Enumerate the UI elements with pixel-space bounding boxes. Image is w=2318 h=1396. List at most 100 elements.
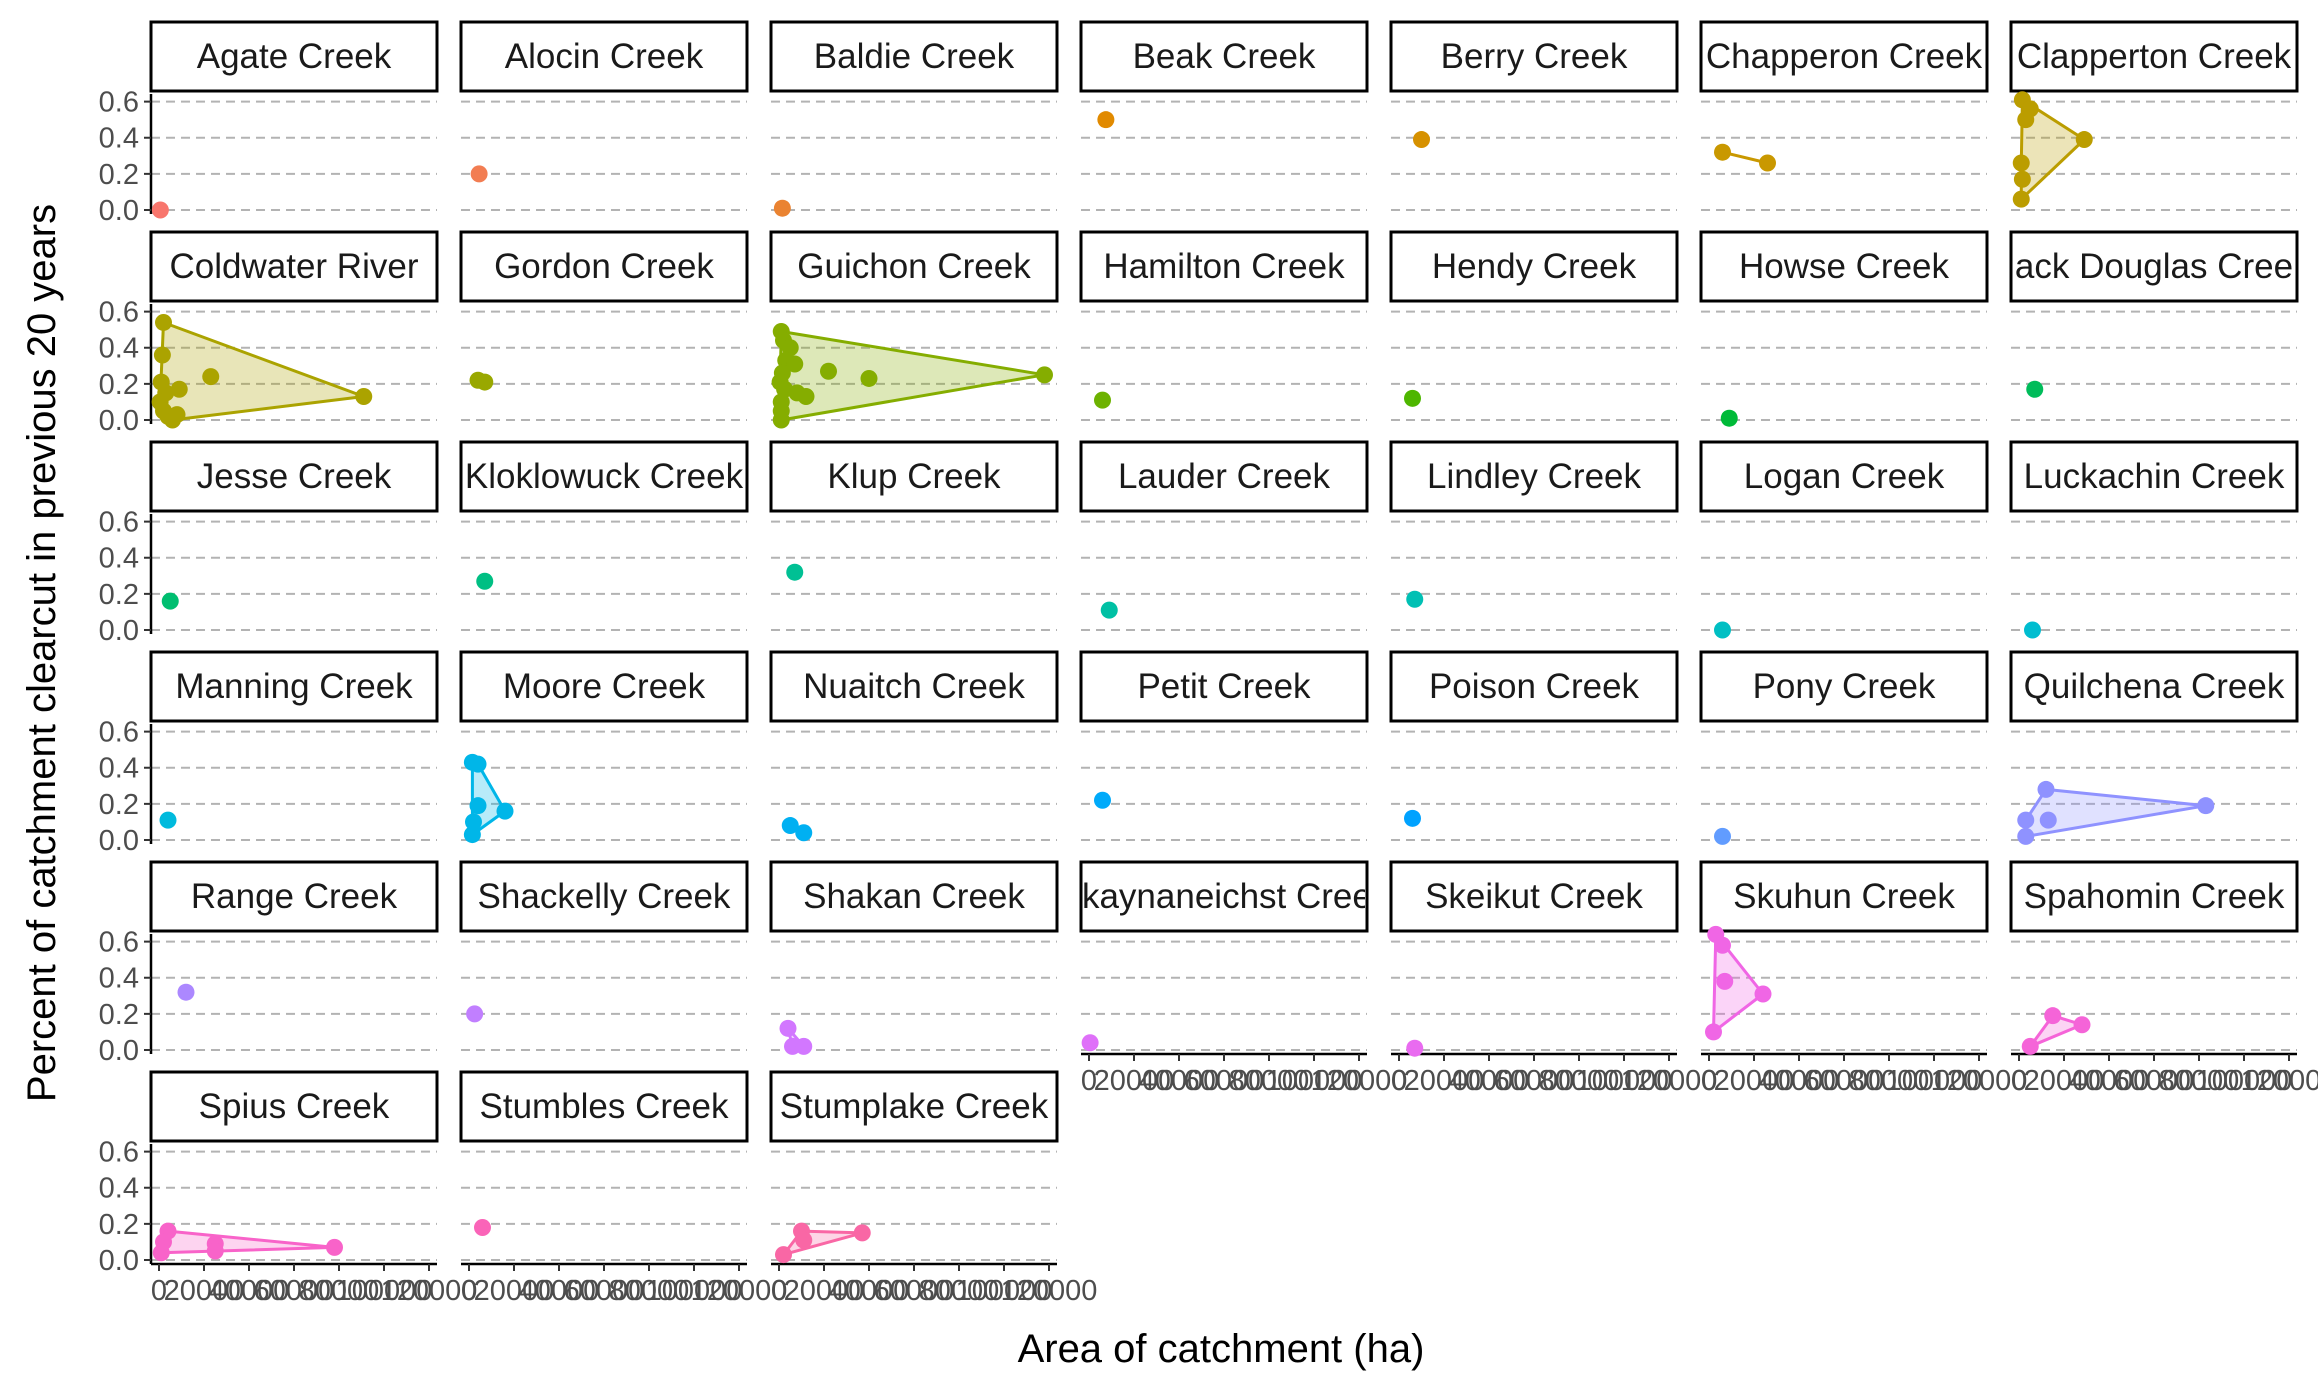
hull-polygon	[2028, 1014, 2084, 1048]
data-point	[470, 165, 488, 183]
facet-panel: Clapperton Creek	[2009, 20, 2299, 211]
facet-panel: Howse Creek	[1699, 230, 1989, 427]
data-point	[465, 813, 482, 831]
data-point	[786, 563, 804, 581]
facet-strip	[2009, 20, 2299, 93]
facet-strip-label: Spius Creek	[199, 1087, 390, 1126]
facet-strip-label: Alocin Creek	[505, 37, 704, 76]
facet-strip-label: Lauder Creek	[1118, 457, 1331, 496]
x-tick-label: 100000	[1886, 1065, 1983, 1097]
data-point	[2012, 154, 2030, 172]
facet-panel: Shakan Creek	[769, 860, 1059, 1055]
data-point	[1759, 154, 1776, 172]
facet-panel: Berry Creek	[1389, 20, 1679, 211]
facet-strip	[459, 650, 749, 723]
facet-strip	[149, 440, 439, 513]
data-point	[326, 1238, 343, 1256]
facet-strip-label: Berry Creek	[1441, 37, 1628, 76]
x-tick-label: 0	[1701, 1065, 1717, 1097]
data-point	[2017, 827, 2035, 845]
x-tick-label: 100000	[646, 1275, 743, 1307]
data-point	[476, 572, 494, 590]
data-point	[1404, 389, 1421, 407]
data-point	[152, 1244, 170, 1262]
data-point	[2037, 780, 2055, 798]
facet-panel: Jesse Creek 0.0 0.2 0.4 0.6	[99, 440, 439, 647]
facet-strip	[459, 230, 749, 303]
facet-panel: Skuhun Creek0200004000060000800001000001…	[1699, 860, 2027, 1097]
facet-strip-label: Jesse Creek	[197, 457, 392, 496]
data-point	[1404, 809, 1421, 827]
data-point	[1413, 131, 1430, 149]
facet-panel: Guichon Creek	[769, 230, 1059, 429]
facet-panel: Luckachin Creek	[2009, 440, 2299, 639]
x-tick-label: 40000	[209, 1275, 290, 1307]
data-point	[1081, 1034, 1099, 1052]
data-point	[795, 1231, 813, 1249]
data-point	[1714, 827, 1731, 845]
facet-panel: Lauder Creek	[1079, 440, 1369, 631]
facet-panel: Hamilton Creek	[1079, 230, 1369, 421]
facet-strip	[1389, 860, 1679, 933]
x-tick-label: 0	[1391, 1065, 1407, 1097]
x-tick-label: 60000	[1494, 1065, 1575, 1097]
facet-panel: Hendy Creek	[1389, 230, 1679, 421]
facet-strip	[1079, 860, 1369, 933]
facet-strip-label: Pony Creek	[1753, 667, 1936, 706]
facet-strip	[149, 650, 439, 723]
hull-polygon	[778, 330, 1046, 422]
facet-panel: Stumbles Creek02000040000600008000010000…	[459, 1070, 787, 1307]
facet-strip	[2009, 440, 2299, 513]
x-tick-label: 40000	[829, 1275, 910, 1307]
x-tick-label: 0	[771, 1275, 787, 1307]
x-tick-label: 40000	[1449, 1065, 1530, 1097]
data-point	[476, 373, 494, 391]
data-point	[1097, 111, 1115, 129]
x-tick-label: 40000	[2069, 1065, 2150, 1097]
facet-strip-label: Spahomin Creek	[2024, 877, 2285, 916]
data-point	[2026, 380, 2044, 398]
facet-strip	[1699, 20, 1989, 93]
data-point	[2017, 811, 2035, 829]
data-point	[355, 388, 373, 406]
y-tick-label: 0.6	[99, 717, 139, 749]
facet-panel: Petit Creek	[1079, 650, 1369, 841]
facet-strip-label: Klup Creek	[827, 457, 1001, 496]
facet-panel: Logan Creek	[1699, 440, 1989, 639]
x-tick-label: 20000	[1714, 1065, 1795, 1097]
facet-panel: Stumplake Creek 0200004000060000800001000…	[769, 1070, 1097, 1307]
data-point	[161, 592, 179, 610]
data-point	[469, 755, 487, 773]
facet-strip	[769, 230, 1059, 303]
facet-strip	[1079, 650, 1369, 723]
facet-strip	[769, 650, 1059, 723]
x-tick-label: 100000	[1576, 1065, 1673, 1097]
facet-strip	[1389, 20, 1679, 93]
data-point	[206, 1242, 224, 1260]
data-point	[155, 313, 172, 331]
y-tick-label: 0.4	[99, 963, 139, 995]
x-axis-title: Area of catchment (ha)	[1018, 1327, 1425, 1371]
data-point	[795, 1037, 813, 1055]
data-point	[1705, 1023, 1722, 1041]
facet-strip	[149, 860, 439, 933]
facet-strip-label: Quilchena Creek	[2024, 667, 2285, 706]
data-point	[797, 388, 815, 406]
facet-panel: Alocin Creek	[459, 20, 749, 211]
data-point	[775, 1246, 792, 1264]
x-tick-label: 120000	[1311, 1065, 1408, 1097]
x-tick-label: 0	[151, 1275, 167, 1307]
data-point	[820, 362, 837, 380]
facet-strip	[459, 860, 749, 933]
data-point	[2012, 190, 2030, 208]
y-tick-label: 0.0	[99, 825, 139, 857]
facet-panel: Manning Creek 0.0 0.2 0.4 0.6	[99, 650, 439, 857]
facet-strip-label: Shakan Creek	[803, 877, 1025, 916]
facet-strip-label: Poison Creek	[1429, 667, 1640, 706]
facet-strip-label: Petit Creek	[1137, 667, 1311, 706]
facet-strip-label: Manning Creek	[175, 667, 413, 706]
facet-strip	[1079, 230, 1369, 303]
facet-strip-label: Logan Creek	[1744, 457, 1945, 496]
y-tick-label: 0.4	[99, 123, 139, 155]
hull-polygon	[1712, 932, 1765, 1034]
